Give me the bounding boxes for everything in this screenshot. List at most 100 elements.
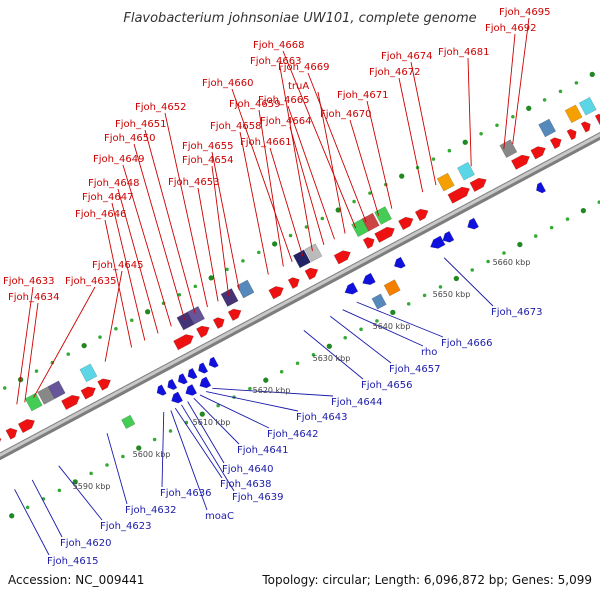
gene-label-fjoh_4673: Fjoh_4673 [491, 307, 542, 318]
forward-gene [594, 113, 600, 126]
forward-gene [414, 208, 429, 222]
gc-dot-outer [479, 131, 483, 136]
gene-label-fjoh_4645: Fjoh_4645 [92, 260, 143, 271]
kbp-ticks: 5590 kbp 5600 kbp 5610 kbp 5620 kbp 5630 kbp… [73, 258, 531, 491]
forward-gene [17, 418, 36, 434]
gene-features [0, 96, 600, 451]
genome-backbone [0, 132, 600, 461]
leader-line [197, 187, 219, 302]
gc-dot-outer [193, 284, 198, 289]
reverse-gene [199, 376, 212, 389]
leader-line [161, 411, 165, 488]
reverse-gene [442, 230, 455, 243]
gc-dot-inner [580, 208, 587, 214]
gene-label-fjoh_4648: Fjoh_4648 [88, 178, 139, 189]
leader-line [16, 286, 34, 405]
gene-label-fjoh_4646: Fjoh_4646 [75, 209, 126, 220]
leader-line [24, 302, 39, 403]
gc-dot-outer [208, 275, 214, 281]
gene-label-fjoh_4666: Fjoh_4666 [441, 338, 492, 349]
gene-label-fjoh_4650: Fjoh_4650 [104, 133, 155, 144]
leader-line [211, 151, 240, 291]
leader-line [239, 131, 269, 275]
leader-line [174, 407, 223, 479]
gc-dot-inner [390, 309, 396, 316]
gene-label-fjoh_4652: Fjoh_4652 [135, 102, 186, 113]
leader-line [512, 17, 530, 145]
gc-dot-outer [542, 98, 547, 102]
reverse-feature-box [121, 414, 136, 429]
gene-label-fjoh_4695: Fjoh_4695 [499, 7, 550, 18]
reverse-gene [430, 235, 446, 249]
gc-dot-outer [241, 259, 245, 263]
forward-gene [566, 128, 577, 141]
gc-dot-outer [225, 267, 229, 272]
reverse-gene [208, 356, 219, 368]
gc-dot-tracks [2, 71, 600, 519]
leader-line [287, 105, 335, 240]
gc-dot-inner [9, 513, 15, 519]
gc-dot-outer [431, 157, 436, 161]
leader-line [144, 129, 196, 314]
gene-label-fjoh_4657: Fjoh_4657 [389, 364, 440, 375]
gc-dot-inner [438, 285, 443, 289]
leader-line [307, 72, 367, 223]
gc-dot-inner [375, 319, 379, 323]
leader-line [366, 100, 393, 209]
reverse-gene [167, 378, 178, 391]
gc-dot-inner [199, 411, 205, 417]
leader-line [122, 164, 172, 327]
reverse-gene [536, 181, 547, 194]
tick-label: 5660 kbp [493, 258, 531, 267]
leader-line [33, 286, 96, 398]
gc-dot-outer [304, 225, 309, 229]
gc-dot-inner [72, 479, 78, 485]
gc-dot-outer [98, 335, 102, 339]
tick-label: 5600 kbp [133, 450, 171, 459]
gene-label-fjoh_4674: Fjoh_4674 [381, 51, 432, 62]
forward-feature-box [436, 172, 455, 192]
leader-line [211, 165, 230, 296]
gene-label-fjoh_4649: Fjoh_4649 [93, 154, 144, 165]
gc-dot-outer [2, 386, 7, 390]
forward-gene [287, 277, 300, 289]
gc-dot-outer [114, 326, 118, 331]
label-leaders [14, 17, 530, 556]
leader-line [282, 50, 357, 229]
forward-feature-box [361, 212, 380, 232]
gene-label-fjoh_4615: Fjoh_4615 [47, 556, 98, 567]
gc-dot-inner [565, 217, 570, 221]
gc-dot-inner [343, 336, 347, 340]
leader-line [104, 219, 133, 348]
gc-dot-outer [495, 123, 499, 128]
gene-label-fjoh_4664: Fjoh_4664 [260, 116, 311, 127]
leader-line [193, 397, 240, 445]
forward-gene [580, 121, 591, 133]
gene-label-fjoh_4671: Fjoh_4671 [337, 90, 388, 101]
gene-label-fjoh_4669: Fjoh_4669 [278, 62, 329, 73]
forward-gene [173, 334, 194, 351]
gc-dot-outer [145, 309, 151, 315]
forward-gene [0, 436, 2, 451]
reverse-gene [156, 384, 167, 396]
reverse-gene [344, 282, 359, 295]
leader-line [164, 112, 208, 308]
leader-line [289, 126, 325, 245]
gene-label-fjoh_4661: Fjoh_4661 [240, 137, 291, 148]
forward-feature-box [37, 386, 56, 405]
forward-feature-box [220, 288, 239, 307]
gc-dot-outer [288, 233, 293, 238]
forward-gene [549, 137, 562, 150]
gc-dot-inner [295, 361, 300, 365]
gc-dot-inner [121, 454, 125, 459]
gc-dot-inner [422, 293, 427, 298]
gc-dot-inner [152, 437, 157, 442]
gene-label-fjoh_4681: Fjoh_4681 [438, 47, 489, 58]
forward-gene [469, 177, 487, 192]
gc-dot-outer [34, 369, 39, 373]
leader-line [356, 301, 444, 338]
gc-dot-inner [533, 234, 538, 238]
gc-dot-inner [486, 259, 490, 264]
gene-label-fjoh_4654: Fjoh_4654 [182, 155, 233, 166]
